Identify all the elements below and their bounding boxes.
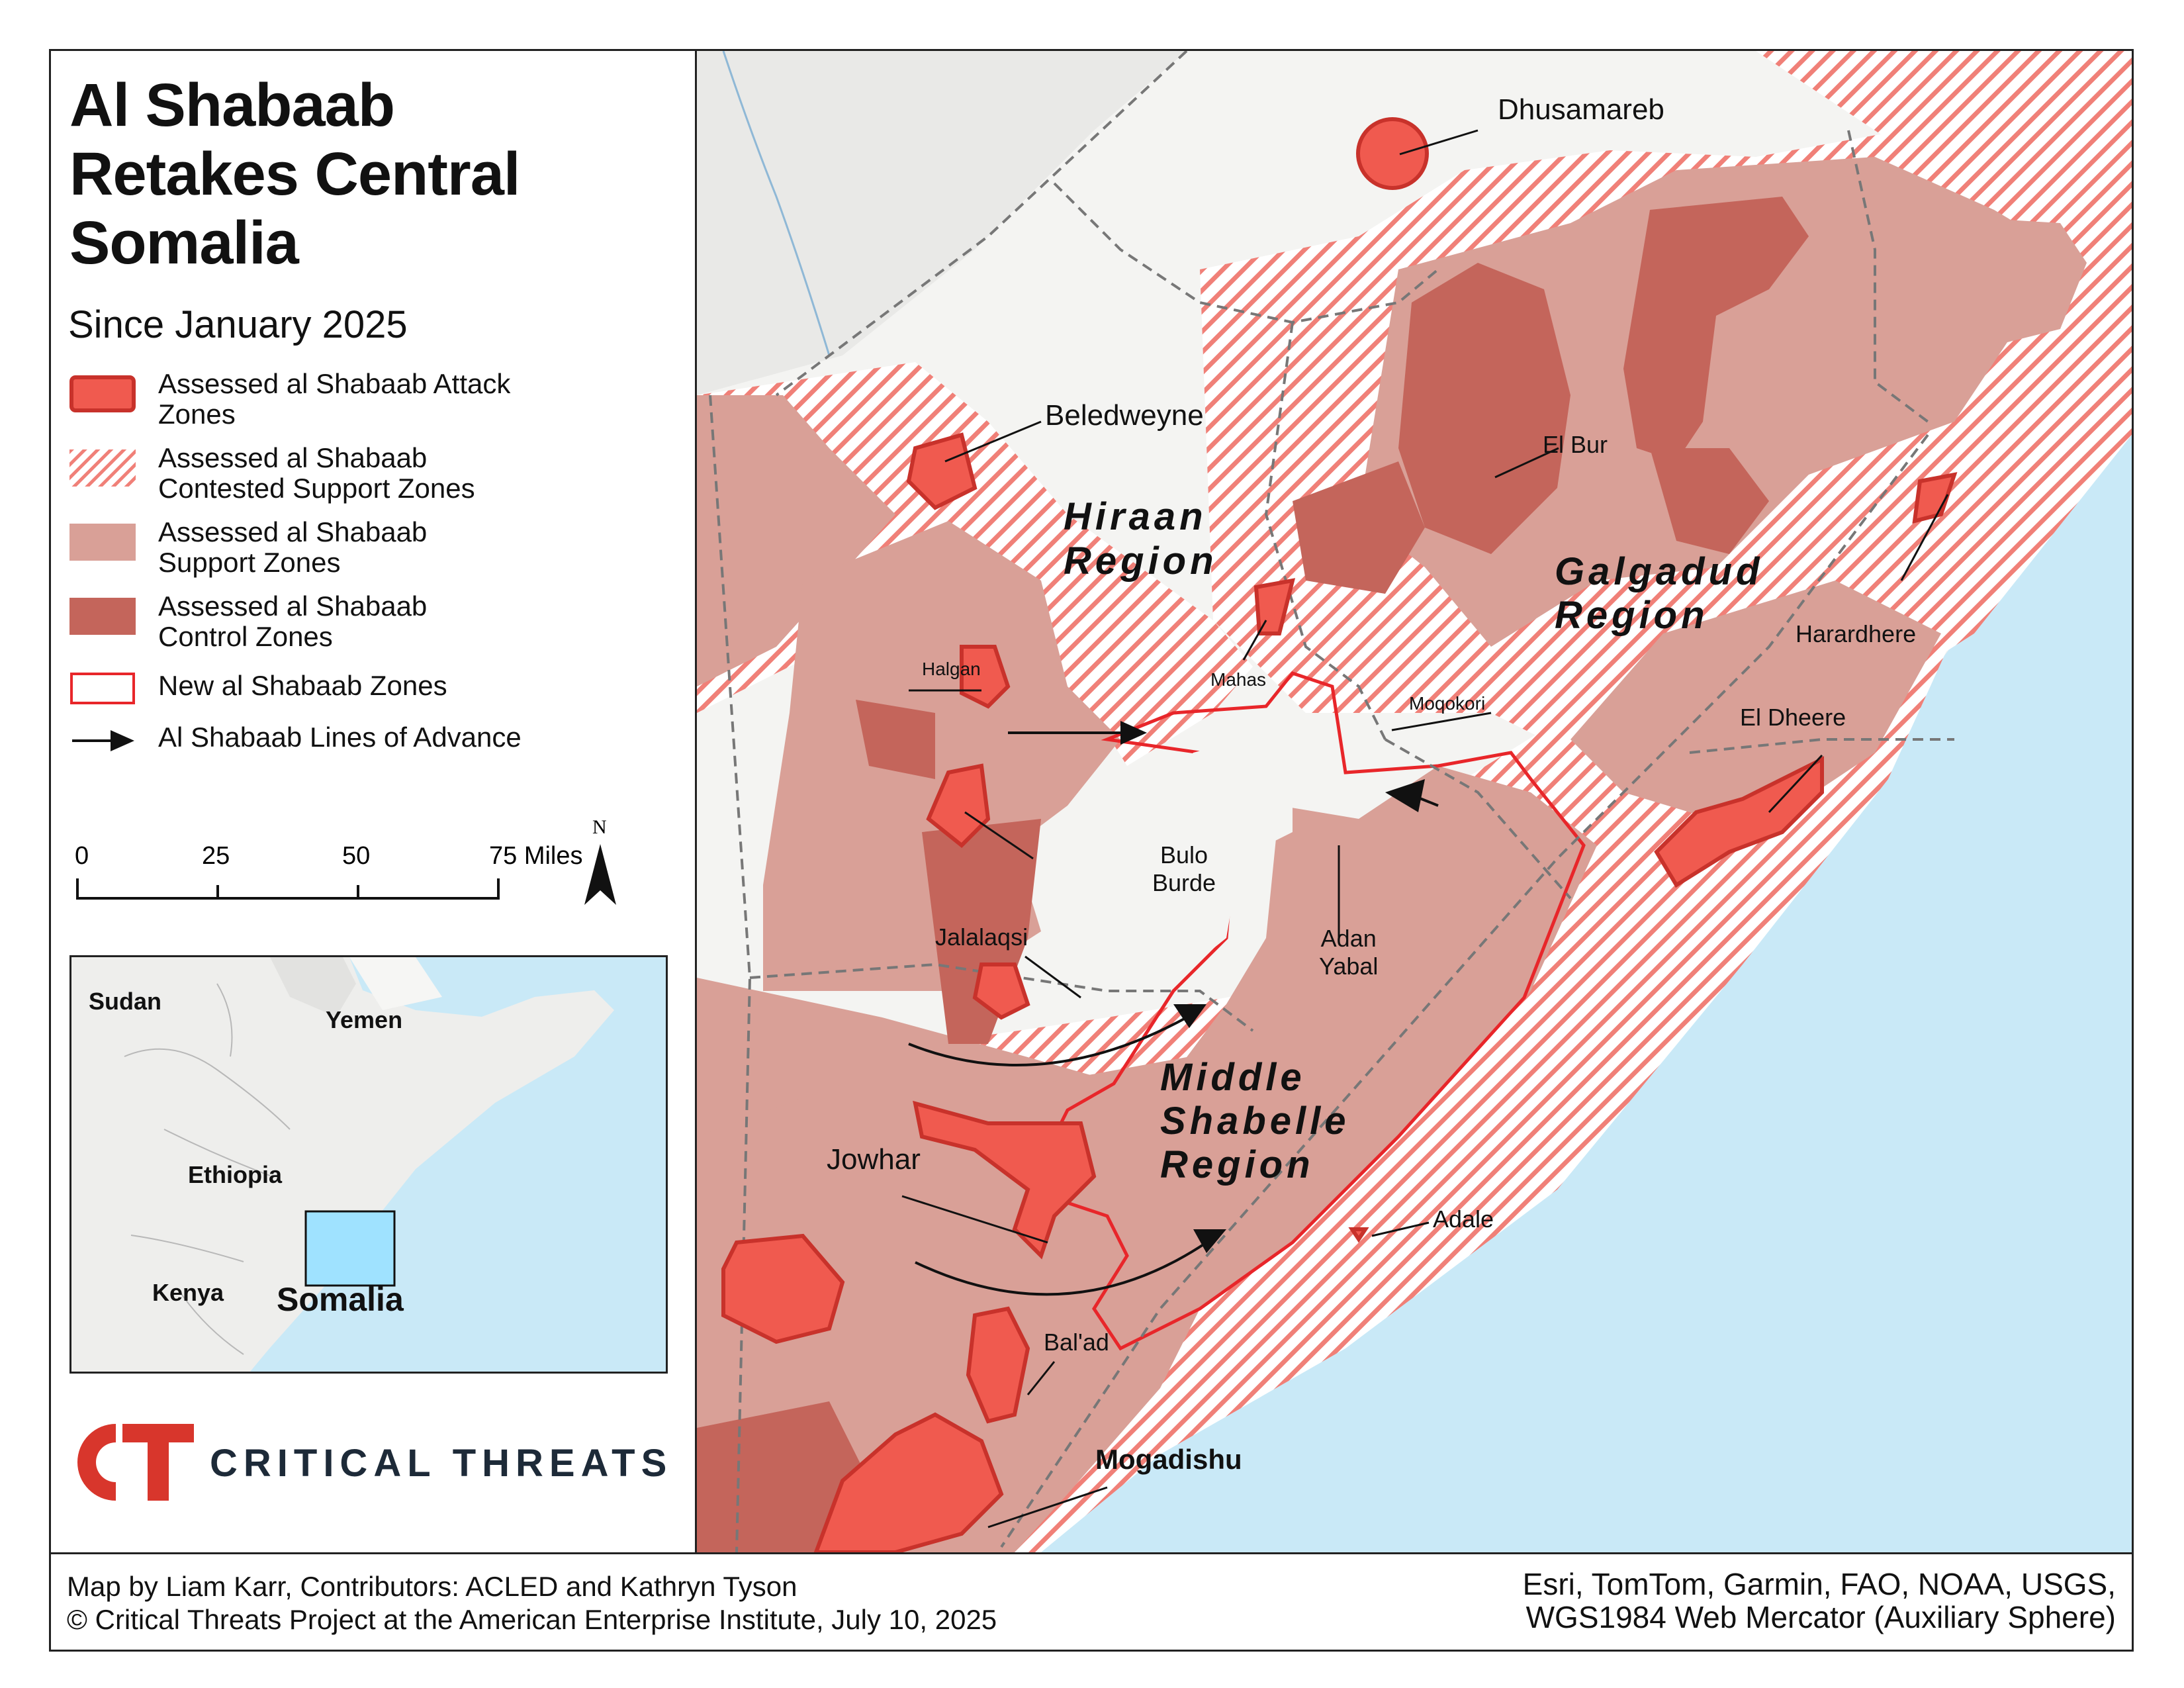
label-adale: Adale [1433, 1205, 1494, 1233]
attack-zones [721, 117, 1958, 1552]
title-line-2: Retakes Central [69, 140, 520, 208]
label-el-dheere: El Dheere [1740, 704, 1846, 731]
scale-tick-50: 50 [342, 842, 370, 870]
label-el-bur: El Bur [1543, 431, 1608, 458]
support-zone-swatch [69, 524, 136, 561]
brand-name: CRITICAL THREATS [210, 1442, 673, 1485]
locator-inset-map: Sudan Yemen Ethiopia Kenya Somalia [69, 955, 668, 1374]
credit-projection: WGS1984 Web Mercator (Auxiliary Sphere) [1525, 1600, 2116, 1634]
north-arrow-icon [584, 844, 616, 905]
advance-arrows [908, 731, 1439, 1296]
label-leader-lines [901, 129, 1949, 1528]
credit-author: Map by Liam Karr, Contributors: ACLED an… [67, 1571, 797, 1602]
credit-right: Esri, TomTom, Garmin, FAO, NOAA, USGS, W… [1523, 1568, 2116, 1634]
legend-label-advance: Al Shabaab Lines of Advance [158, 722, 522, 753]
main-map: Dhusamareb Beledweyne Hiraan Region El Bu… [697, 51, 2132, 1552]
map-title: Al Shabaab Retakes Central Somalia [69, 71, 520, 277]
credit-sources: Esri, TomTom, Garmin, FAO, NOAA, USGS, [1522, 1567, 2116, 1601]
title-line-3: Somalia [69, 209, 299, 277]
legend-label-contested: Assessed al Shabaab Contested Support Zon… [158, 442, 475, 504]
legend-label-support: Assessed al Shabaab Support Zones [158, 516, 428, 578]
support-zones [697, 157, 2087, 1552]
label-jowhar: Jowhar [827, 1143, 921, 1176]
credits-bar: Map by Liam Karr, Contributors: ACLED an… [49, 1552, 2134, 1652]
new-zone-swatch [70, 673, 135, 704]
inset-label-kenya: Kenya [152, 1279, 224, 1306]
critical-threats-logo: CRITICAL THREATS [69, 1416, 678, 1509]
inset-focus-box [304, 1210, 396, 1287]
ct-logo-icon [77, 1424, 194, 1501]
label-harardhere: Harardhere [1796, 620, 1917, 647]
label-mahas: Mahas [1210, 669, 1267, 690]
new-zones-outline [1025, 671, 1586, 1351]
label-dhusamareb: Dhusamareb [1498, 93, 1664, 126]
legend-label-new-zones: New al Shabaab Zones [158, 670, 447, 701]
label-beledweyne: Beledweyne [1045, 399, 1204, 432]
label-jalalaqsi: Jalalaqsi [935, 923, 1028, 951]
legend-label-attack: Assessed al Shabaab Attack Zones [158, 368, 511, 430]
locator-map-graphic [71, 957, 666, 1372]
map-subtitle: Since January 2025 [68, 303, 408, 346]
label-mogadishu: Mogadishu [1095, 1444, 1242, 1475]
title-line-1: Al Shabaab [69, 71, 395, 139]
inset-label-ethiopia: Ethiopia [188, 1161, 282, 1188]
credit-left: Map by Liam Karr, Contributors: ACLED an… [67, 1570, 997, 1636]
label-moqokori: Moqokori [1409, 693, 1486, 714]
label-adan-yabal: Adan Yabal [1319, 925, 1379, 980]
control-zone-swatch [69, 598, 136, 635]
advance-arrowheads [1120, 721, 1425, 1253]
control-zones [697, 197, 1809, 1552]
credit-copyright: © Critical Threats Project at the Americ… [67, 1604, 997, 1635]
hiraan-clear-area [1094, 726, 1293, 991]
admin-boundaries [709, 51, 1954, 1552]
contested-zone-swatch [69, 449, 136, 487]
inset-label-yemen: Yemen [326, 1006, 403, 1033]
label-balad: Bal'ad [1044, 1329, 1109, 1356]
attack-zone-swatch [69, 375, 136, 412]
label-galgadud-region: Galgadud Region [1555, 550, 1764, 637]
scale-tick-0: 0 [75, 842, 89, 870]
scale-tick-25: 25 [202, 842, 230, 870]
label-hiraan-region: Hiraan Region [1064, 495, 1218, 583]
advance-arrow-swatch [72, 730, 134, 751]
scale-bar: 0 25 50 75 Miles N [75, 816, 616, 905]
map-graphic [697, 51, 2132, 1552]
label-halgan: Halgan [922, 659, 981, 679]
inset-label-somalia: Somalia [277, 1281, 404, 1318]
legend-panel: Al Shabaab Retakes Central Somalia Since… [51, 51, 697, 1554]
inset-label-sudan: Sudan [89, 988, 162, 1015]
label-bulo-burde: Bulo Burde [1152, 841, 1216, 896]
scale-tick-75: 75 Miles [489, 842, 583, 870]
indian-ocean [1001, 150, 2132, 1552]
label-middle-shabelle-region: Middle Shabelle Region [1160, 1056, 1350, 1186]
map-frame [49, 49, 2134, 1554]
legend-label-control: Assessed al Shabaab Control Zones [158, 590, 428, 652]
north-label: N [592, 816, 607, 838]
